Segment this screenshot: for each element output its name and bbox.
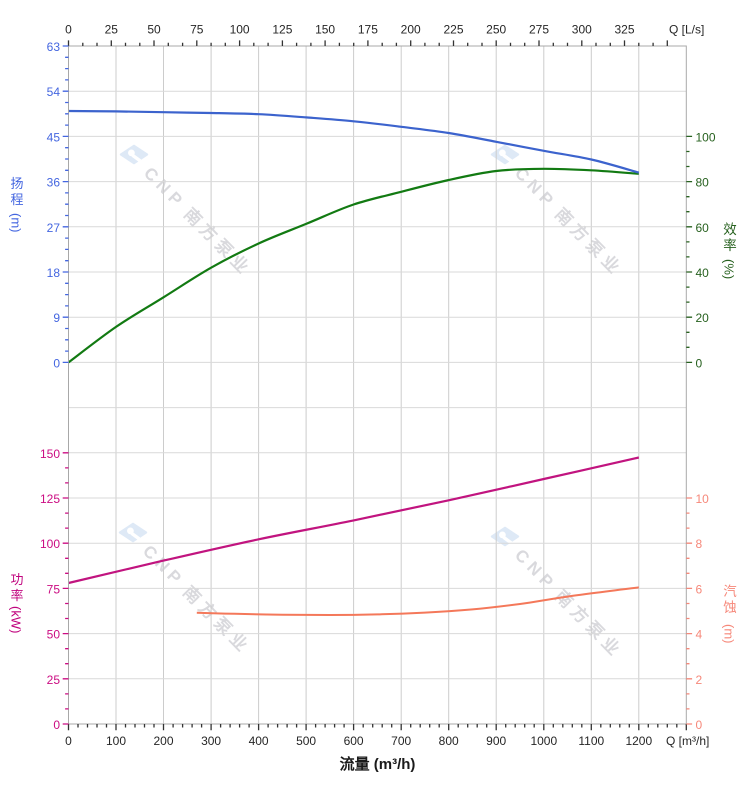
svg-text:蚀: 蚀: [723, 600, 737, 615]
svg-text:25: 25: [105, 23, 119, 37]
svg-text:27: 27: [47, 221, 61, 235]
svg-text:程: 程: [10, 192, 23, 207]
svg-text:150: 150: [40, 447, 60, 461]
svg-text:275: 275: [529, 23, 549, 37]
svg-text:150: 150: [315, 23, 335, 37]
svg-text:175: 175: [358, 23, 378, 37]
svg-text:500: 500: [296, 734, 316, 748]
svg-text:125: 125: [40, 492, 60, 506]
svg-text:400: 400: [249, 734, 269, 748]
svg-text:50: 50: [147, 23, 161, 37]
svg-text:50: 50: [47, 628, 61, 642]
svg-text:100: 100: [230, 23, 250, 37]
svg-text:100: 100: [696, 130, 716, 144]
svg-text:CNP 南方泵业: CNP 南方泵业: [140, 163, 256, 281]
svg-text:300: 300: [572, 23, 592, 37]
svg-text:1000: 1000: [530, 734, 557, 748]
svg-text:(kW): (kW): [9, 606, 24, 633]
svg-text:汽: 汽: [723, 584, 737, 599]
svg-text:100: 100: [40, 537, 60, 551]
svg-text:36: 36: [47, 176, 61, 190]
svg-text:0: 0: [53, 718, 60, 732]
svg-text:CNP 南方泵业: CNP 南方泵业: [139, 541, 255, 659]
svg-text:效: 效: [723, 222, 737, 237]
svg-text:Q [m³/h]: Q [m³/h]: [666, 734, 709, 748]
svg-text:63: 63: [47, 40, 61, 54]
svg-text:0: 0: [65, 734, 72, 748]
svg-text:700: 700: [391, 734, 411, 748]
svg-text:300: 300: [201, 734, 221, 748]
svg-text:54: 54: [47, 85, 61, 99]
svg-text:40: 40: [696, 266, 710, 280]
svg-text:流量 (m³/h): 流量 (m³/h): [340, 755, 416, 773]
svg-text:125: 125: [272, 23, 292, 37]
svg-text:325: 325: [614, 23, 634, 37]
svg-text:(%): (%): [722, 259, 737, 279]
svg-text:75: 75: [190, 23, 204, 37]
svg-text:10: 10: [696, 492, 710, 506]
svg-text:率: 率: [10, 588, 23, 603]
svg-text:率: 率: [723, 237, 737, 253]
svg-text:(m): (m): [722, 624, 737, 644]
svg-text:1100: 1100: [578, 734, 604, 748]
svg-text:0: 0: [696, 356, 703, 370]
svg-text:600: 600: [344, 734, 364, 748]
svg-text:75: 75: [47, 582, 61, 596]
svg-text:250: 250: [486, 23, 506, 37]
svg-text:4: 4: [696, 628, 703, 642]
svg-text:0: 0: [53, 356, 60, 370]
svg-text:80: 80: [696, 176, 710, 190]
svg-text:0: 0: [65, 23, 72, 37]
svg-text:(m): (m): [9, 213, 24, 233]
svg-text:1200: 1200: [625, 734, 652, 748]
svg-text:9: 9: [53, 311, 60, 325]
svg-text:200: 200: [401, 23, 421, 37]
svg-text:60: 60: [696, 221, 710, 235]
svg-text:25: 25: [47, 673, 61, 687]
svg-text:20: 20: [696, 311, 710, 325]
svg-text:18: 18: [47, 266, 61, 280]
svg-text:0: 0: [696, 718, 703, 732]
svg-text:200: 200: [153, 734, 173, 748]
svg-text:6: 6: [696, 582, 703, 596]
svg-text:Q [L/s]: Q [L/s]: [669, 23, 704, 37]
svg-text:2: 2: [696, 673, 703, 687]
svg-text:45: 45: [47, 130, 61, 144]
svg-text:900: 900: [486, 734, 506, 748]
svg-text:225: 225: [443, 23, 463, 37]
svg-text:扬: 扬: [10, 176, 23, 191]
svg-text:800: 800: [439, 734, 459, 748]
svg-text:功: 功: [10, 572, 23, 587]
svg-text:CNP 南方泵业: CNP 南方泵业: [511, 163, 627, 281]
svg-text:100: 100: [106, 734, 126, 748]
svg-text:8: 8: [696, 537, 703, 551]
